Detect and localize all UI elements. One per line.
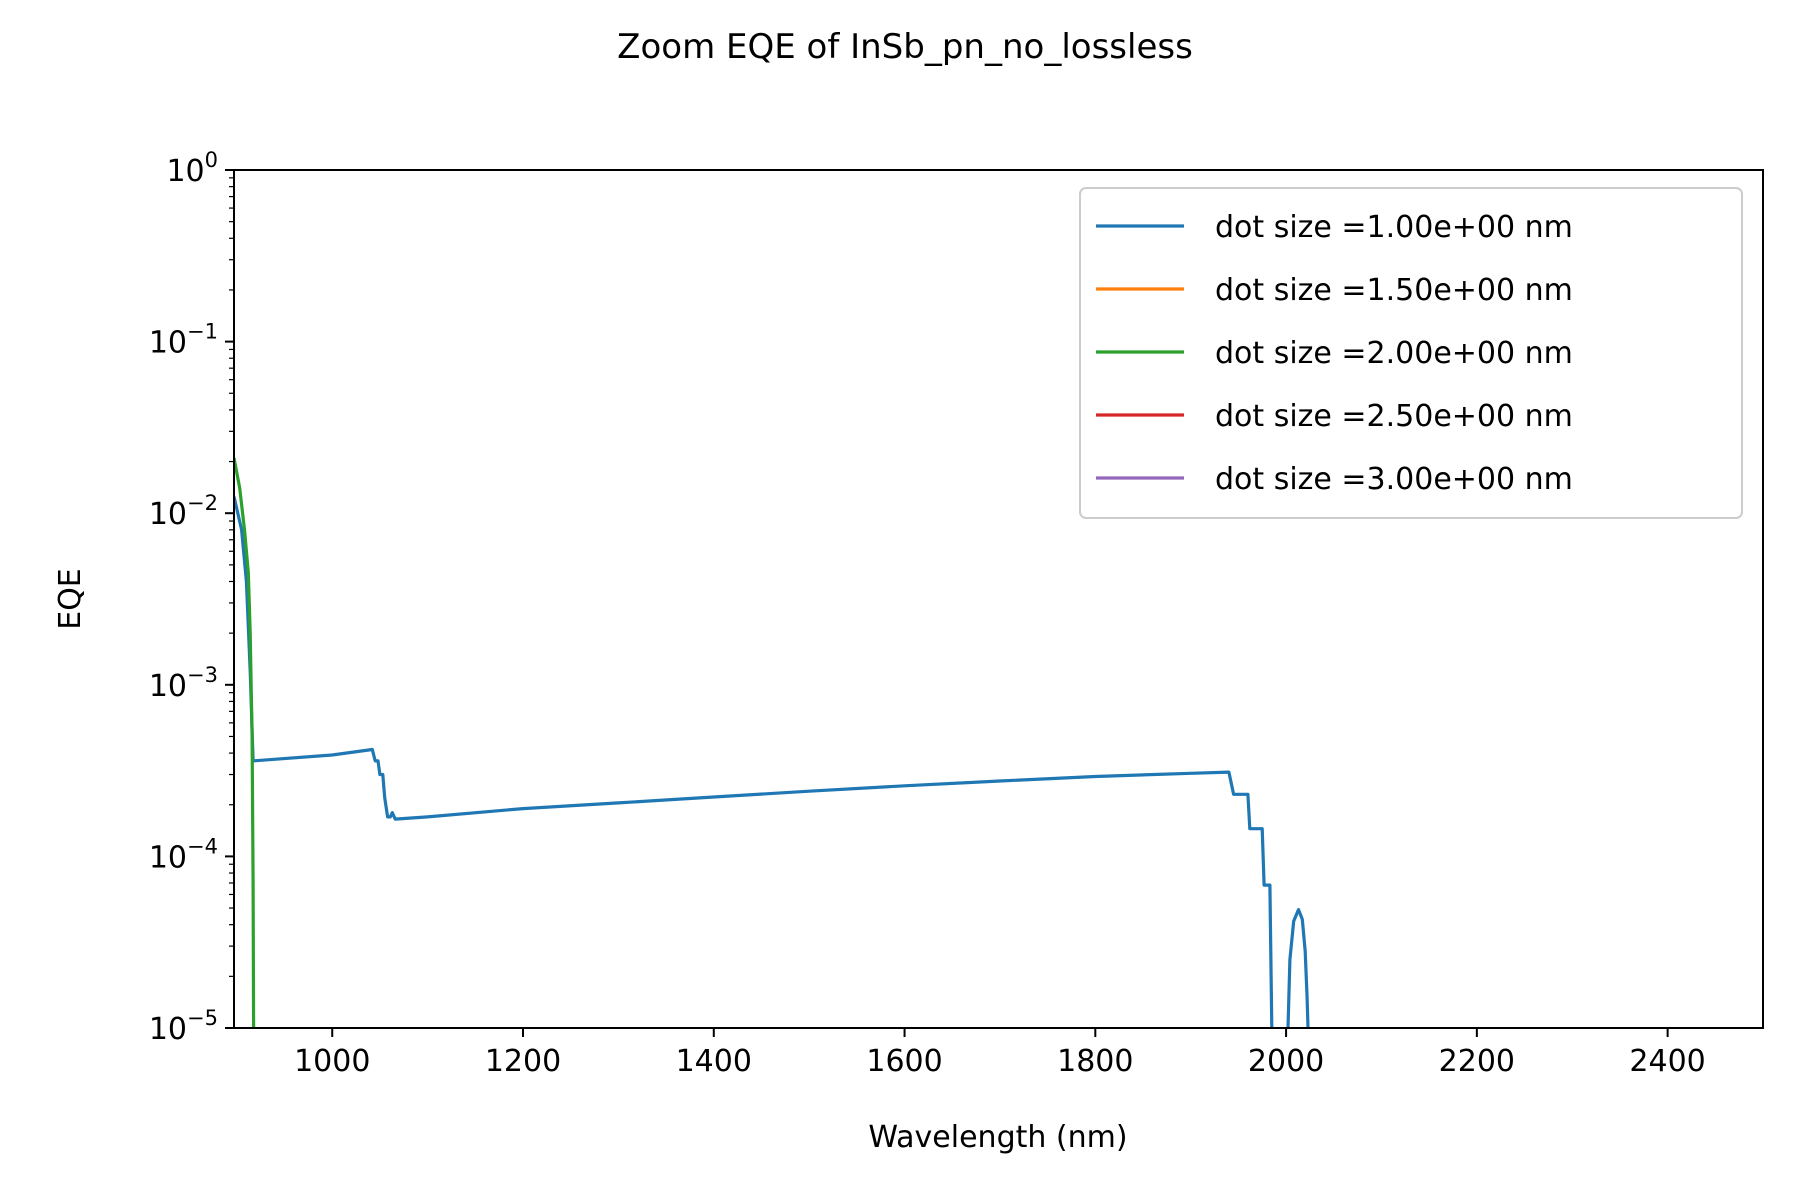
legend-label: dot size =2.00e+00 nm [1215,336,1573,371]
chart-title: Zoom EQE of InSb_pn_no_lossless [617,27,1193,67]
y-tick-label: 10−3 [149,663,218,704]
x-axis-ticks: 1000 1200 1400 1600 1800 2000 2200 2400 [294,1028,1706,1079]
x-tick-label: 2200 [1439,1044,1515,1079]
series-line [234,496,1274,1028]
y-tick-label: 10−2 [149,491,218,532]
x-tick-label: 2000 [1248,1044,1324,1079]
legend-label: dot size =1.50e+00 nm [1215,273,1573,308]
y-axis-ticks: 100 10−1 10−2 10−3 10−4 10−5 [149,148,234,1047]
series-layer [234,457,1310,1028]
series-line [234,457,256,1028]
legend-label: dot size =3.00e+00 nm [1215,462,1573,497]
y-tick-label: 100 [166,148,218,189]
y-tick-label: 10−5 [149,1006,218,1047]
x-tick-label: 1200 [485,1044,561,1079]
x-axis-label: Wavelength (nm) [868,1120,1127,1155]
x-tick-label: 1800 [1057,1044,1133,1079]
series-line [1286,907,1310,1028]
legend-frame [1079,187,1743,519]
legend-label: dot size =1.00e+00 nm [1215,210,1573,245]
y-tick-label: 10−4 [149,834,218,875]
x-tick-label: 1600 [866,1044,942,1079]
y-axis-label: EQE [53,568,88,630]
legend-label: dot size =2.50e+00 nm [1215,399,1573,434]
legend: dot size =1.00e+00 nm dot size =1.50e+00 … [1079,187,1743,519]
x-tick-label: 1400 [676,1044,752,1079]
plot-frame [233,169,1764,1029]
x-tick-label: 1000 [294,1044,370,1079]
x-tick-label: 2400 [1629,1044,1705,1079]
y-tick-label: 10−1 [149,320,218,361]
